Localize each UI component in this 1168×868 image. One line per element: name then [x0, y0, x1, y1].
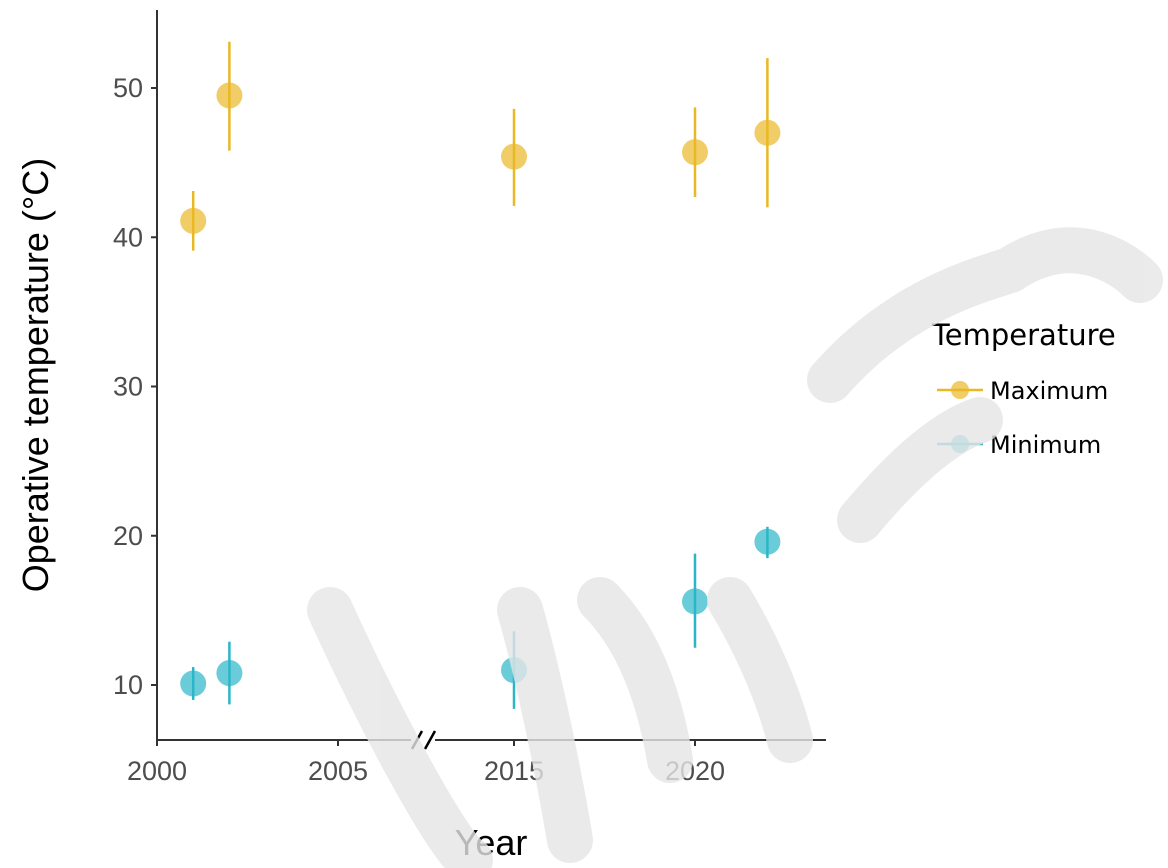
x-tick-label: 2000 — [127, 756, 187, 786]
series-minimum — [180, 526, 781, 709]
data-point — [180, 207, 207, 234]
plot-marks — [180, 41, 781, 709]
x-tick-label: 2020 — [665, 756, 725, 786]
x-axis-title: Year — [455, 822, 528, 863]
legend-item-maximum: Maximum — [937, 377, 1108, 405]
y-tick-label: 40 — [113, 222, 143, 252]
legend-label: Minimum — [990, 431, 1101, 459]
axes — [156, 10, 826, 750]
y-tick-label: 20 — [113, 521, 143, 551]
legend-item-minimum: Minimum — [937, 431, 1101, 459]
legend-key — [951, 435, 969, 453]
legend: Temperature Maximum Minimum — [931, 318, 1116, 459]
series-maximum — [180, 41, 781, 251]
y-tick-label: 50 — [113, 73, 143, 103]
data-point — [180, 670, 207, 697]
data-point — [682, 588, 708, 615]
data-point — [501, 657, 527, 684]
legend-title: Temperature — [931, 318, 1116, 352]
x-tick-label: 2015 — [484, 756, 544, 786]
x-tick-label: 2005 — [308, 756, 368, 786]
legend-key — [951, 381, 969, 399]
data-point — [501, 143, 527, 170]
axis-break-marks — [410, 730, 437, 750]
data-point — [216, 660, 243, 687]
data-point — [754, 119, 781, 146]
data-point — [682, 139, 708, 166]
data-point — [216, 82, 243, 109]
y-axis-title: Operative temperature (°C) — [15, 158, 56, 593]
legend-label: Maximum — [990, 377, 1108, 405]
data-point — [754, 528, 781, 555]
y-tick-label: 10 — [113, 670, 143, 700]
y-ticks: 10 20 30 40 50 — [113, 73, 157, 700]
y-tick-label: 30 — [113, 372, 143, 402]
